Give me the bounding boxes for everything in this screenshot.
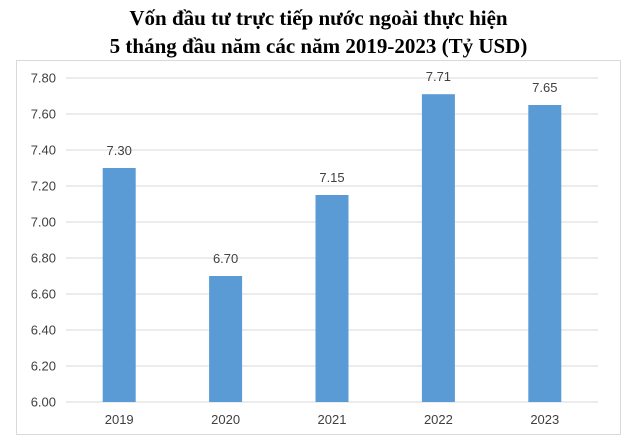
y-tick-label: 6.20 [31,359,56,374]
y-tick-label: 6.80 [31,251,56,266]
bar-2023 [528,105,562,402]
data-label: 7.15 [319,170,344,185]
y-tick-label: 7.60 [31,107,56,122]
y-axis-ticks: 6.00 6.20 6.40 6.60 6.80 7.00 7.20 7.40 7.60 7.80 [31,71,56,410]
y-tick-label: 7.40 [31,143,56,158]
y-tick-label: 6.00 [31,395,56,410]
data-label: 6.70 [213,251,238,266]
chart-area [16,60,621,435]
chart-title: Vốn đầu tư trực tiếp nước ngoài thực hiệ… [0,4,637,60]
data-label: 7.65 [532,80,557,95]
bar-2021 [315,195,349,402]
x-tick-label: 2019 [105,412,134,427]
bar-2020 [209,276,243,402]
bar-2019 [102,168,136,402]
x-tick-label: 2021 [318,412,347,427]
x-tick-label: 2022 [424,412,453,427]
chart-title-line1: Vốn đầu tư trực tiếp nước ngoài thực hiệ… [129,6,508,30]
bar-2022 [421,94,455,402]
bars [102,94,562,402]
x-tick-label: 2023 [530,412,559,427]
y-tick-label: 7.80 [31,71,56,86]
data-label: 7.30 [107,143,132,158]
y-tick-label: 6.40 [31,323,56,338]
y-tick-label: 7.20 [31,179,56,194]
x-axis-ticks: 2019 2020 2021 2022 2023 [105,412,560,427]
y-tick-label: 7.00 [31,215,56,230]
data-labels: 7.30 6.70 7.15 7.71 7.65 [107,69,558,266]
chart-title-line2: 5 tháng đầu năm các năm 2019-2023 (Tỷ US… [109,34,528,58]
data-label: 7.71 [426,69,451,84]
x-tick-label: 2020 [211,412,240,427]
y-tick-label: 6.60 [31,287,56,302]
